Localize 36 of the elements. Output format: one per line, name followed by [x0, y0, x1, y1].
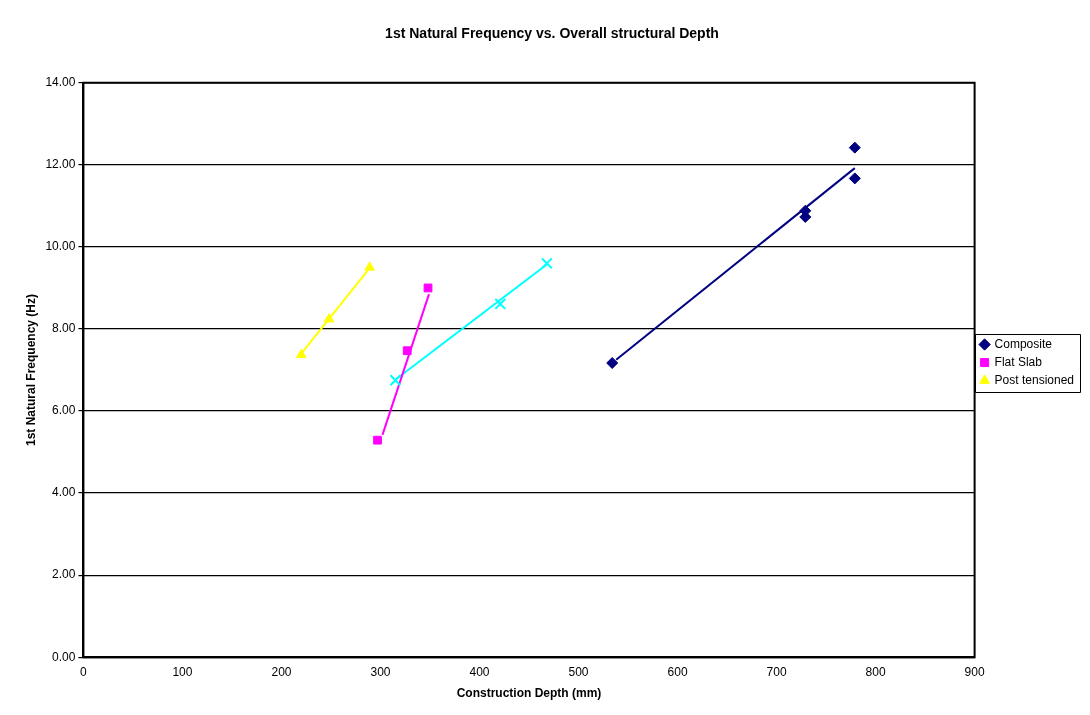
legend-label: Flat Slab [994, 354, 1043, 369]
point [389, 374, 402, 387]
x-tick-label: 0 [80, 664, 88, 679]
point [848, 172, 861, 185]
point [606, 357, 619, 370]
y-tick-label: 0.00 [52, 649, 76, 664]
point [494, 297, 507, 310]
point [323, 313, 335, 323]
legend-label: Post tensioned [994, 372, 1074, 387]
point [364, 261, 375, 271]
chart-title: 1st Natural Frequency vs. Overall structural Depth [385, 25, 719, 42]
y-tick-label: 12.00 [45, 157, 76, 172]
y-tick-label: 8.00 [52, 321, 76, 336]
point [373, 435, 382, 445]
y-axis-title: 1st Natural Frequency (Hz) [23, 293, 38, 447]
x-tick-label: 800 [865, 664, 886, 679]
y-tick-label: 4.00 [52, 485, 76, 500]
point [848, 141, 861, 154]
y-tick-label: 6.00 [52, 403, 76, 418]
y-tick-label: 14.00 [45, 75, 76, 90]
y-tick-label: 10.00 [45, 239, 76, 254]
point [423, 283, 433, 293]
x-tick-label: 200 [271, 664, 292, 679]
point [296, 348, 307, 359]
x-tick-label: 400 [469, 664, 490, 679]
x-tick-label: 300 [370, 664, 391, 679]
x-tick-label: 500 [568, 664, 589, 679]
point [402, 346, 412, 356]
point [540, 257, 553, 270]
x-tick-label: 900 [964, 664, 985, 679]
x-axis-title: Construction Depth (mm) [456, 686, 602, 701]
x-tick-label: 100 [172, 664, 193, 679]
x-tick-label: 700 [766, 664, 787, 679]
legend-label: Composite [994, 336, 1053, 351]
x-tick-label: 600 [667, 664, 688, 679]
y-tick-label: 2.00 [52, 567, 76, 582]
